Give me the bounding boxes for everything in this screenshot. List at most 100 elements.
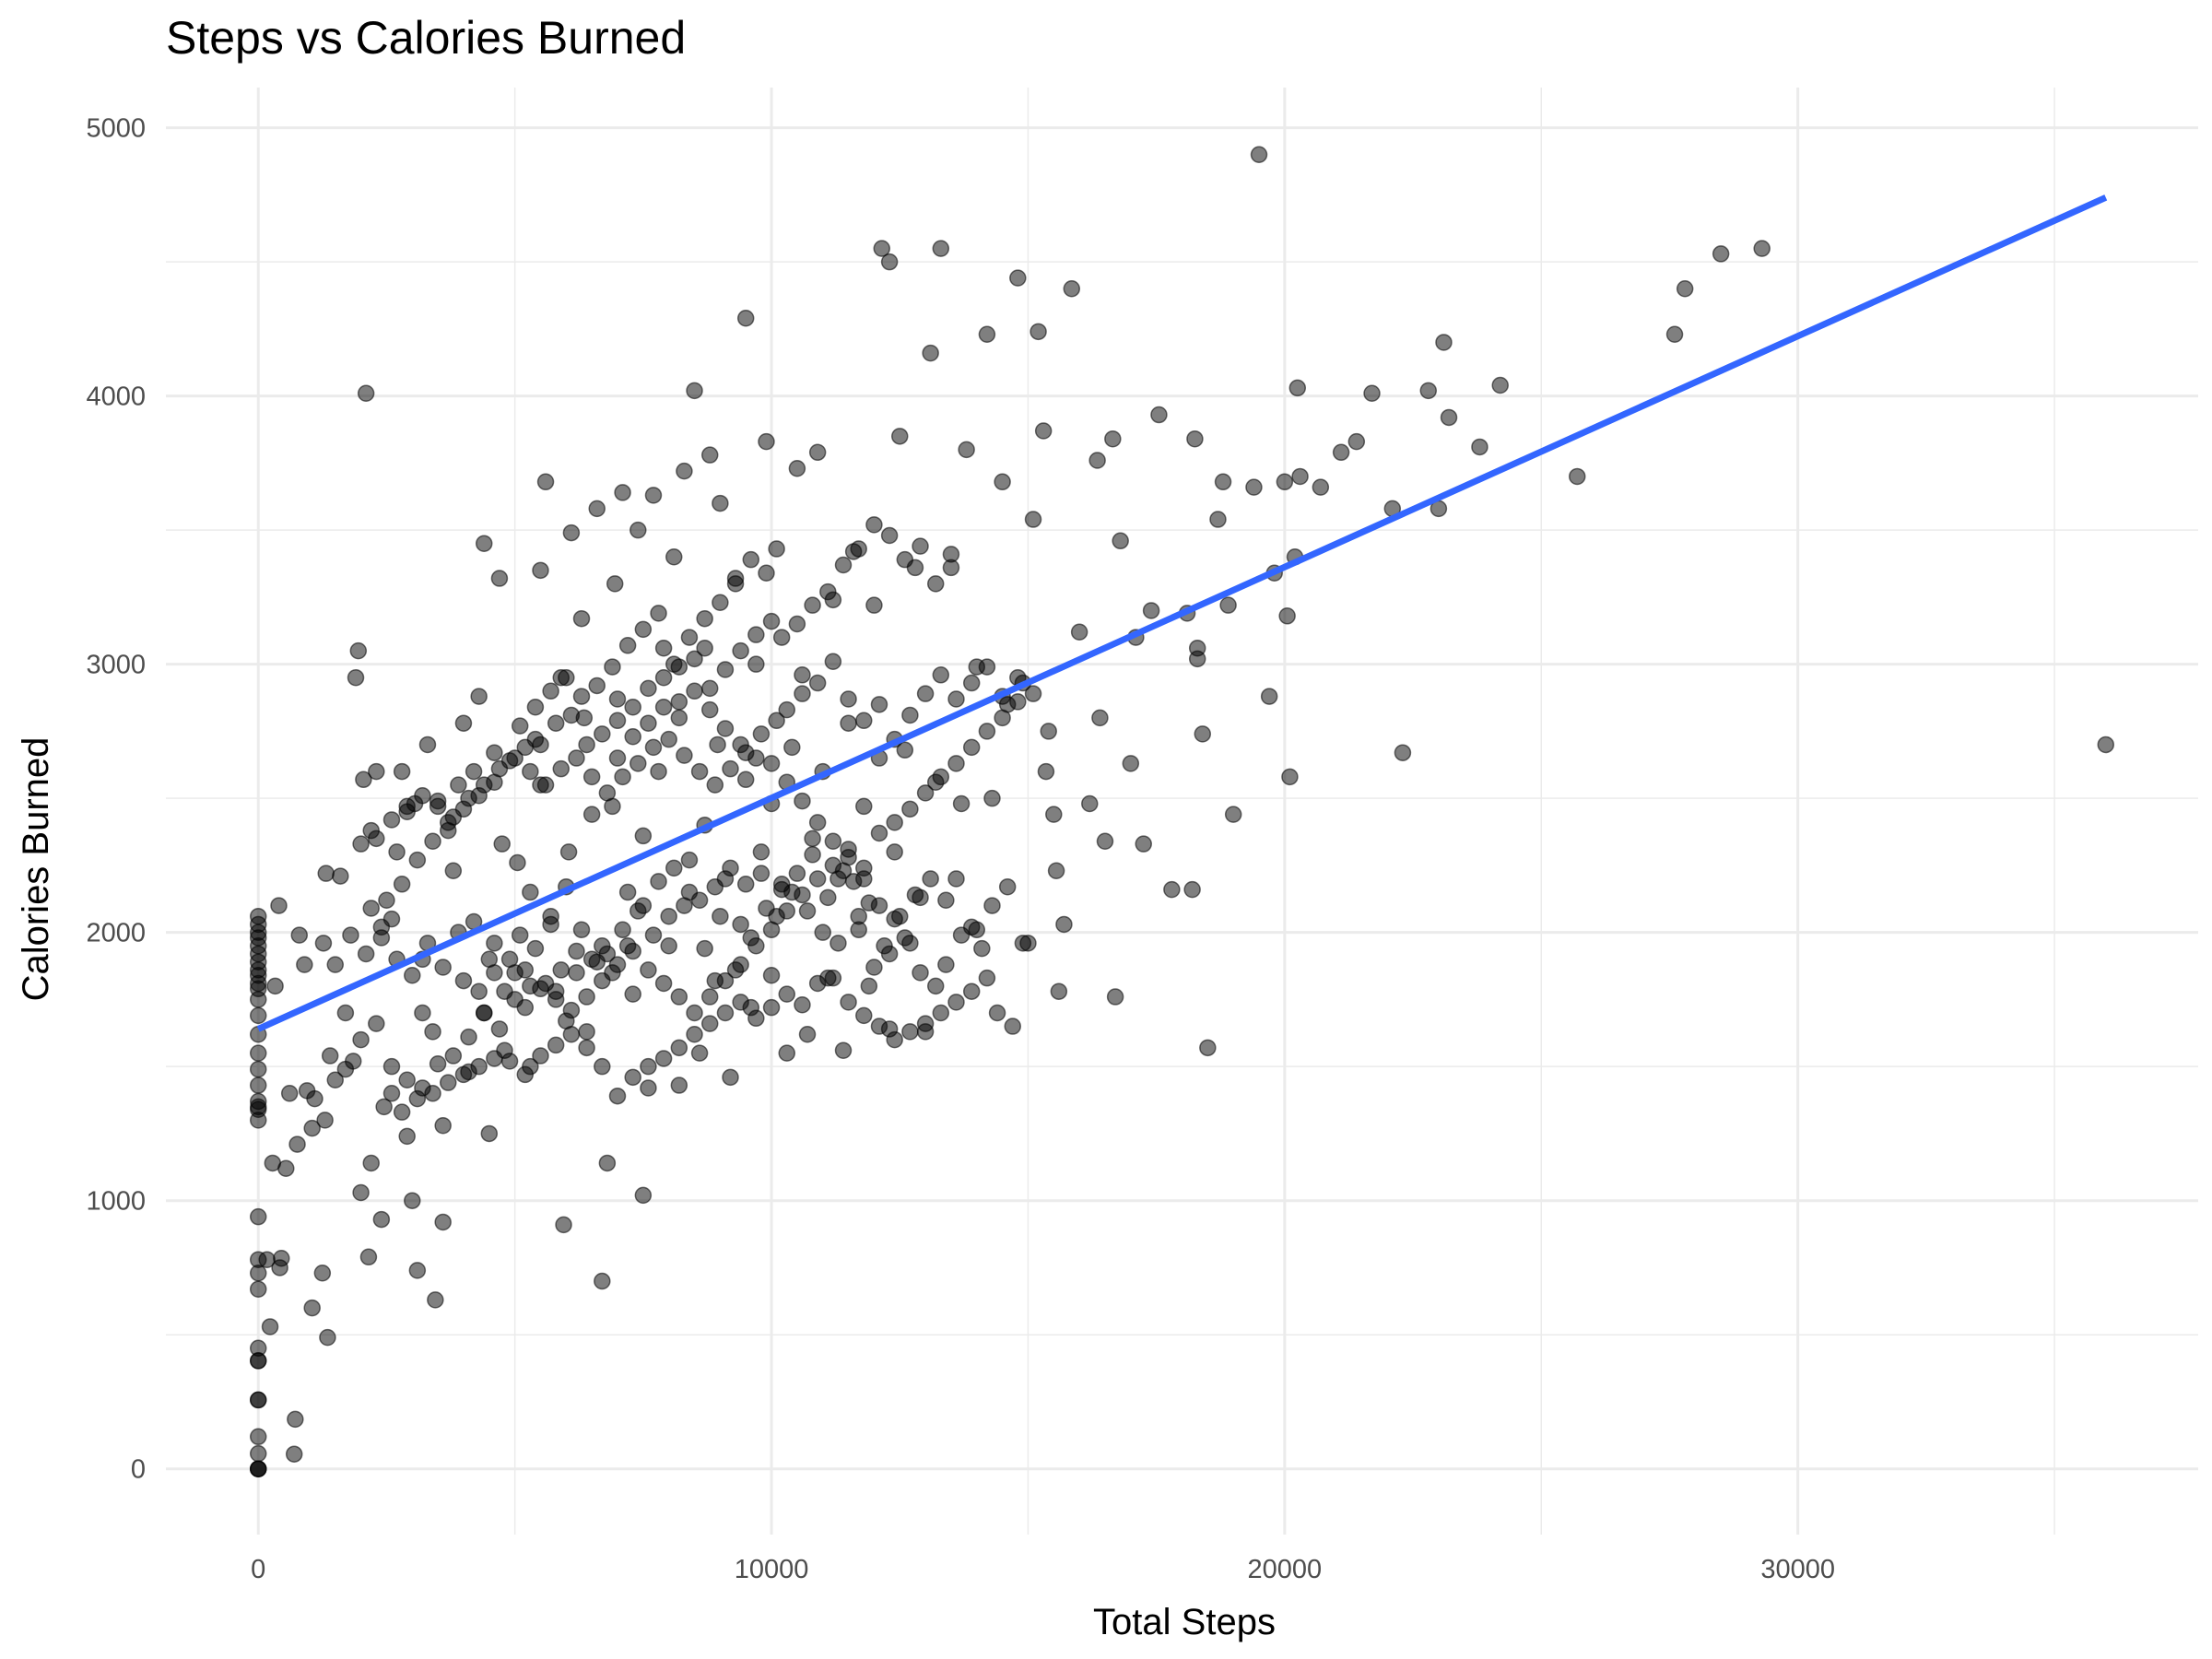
data-point bbox=[650, 605, 667, 622]
data-point bbox=[378, 891, 395, 910]
data-point bbox=[465, 762, 483, 781]
data-point bbox=[375, 1098, 393, 1116]
data-point bbox=[1135, 835, 1152, 853]
data-point bbox=[526, 698, 545, 716]
data-point bbox=[562, 706, 581, 724]
data-point bbox=[618, 883, 637, 901]
data-point bbox=[886, 1030, 903, 1049]
data-point bbox=[808, 870, 827, 888]
data-point bbox=[840, 690, 857, 708]
data-point bbox=[865, 596, 883, 614]
data-point bbox=[572, 609, 591, 628]
data-point bbox=[1081, 794, 1099, 813]
data-point bbox=[470, 982, 488, 1000]
data-point bbox=[654, 698, 673, 716]
data-point bbox=[355, 771, 372, 789]
x-axis-title: Total Steps bbox=[1093, 1602, 1276, 1642]
data-point bbox=[778, 902, 795, 920]
data-point bbox=[942, 559, 960, 577]
data-point bbox=[522, 883, 539, 901]
data-point bbox=[404, 1192, 421, 1209]
data-point bbox=[808, 674, 827, 692]
data-point bbox=[834, 556, 853, 574]
data-point bbox=[922, 870, 939, 888]
data-point bbox=[1245, 478, 1263, 496]
data-point bbox=[624, 1068, 641, 1087]
data-point bbox=[314, 935, 333, 952]
data-point bbox=[840, 714, 857, 732]
data-point bbox=[732, 641, 749, 660]
data-point bbox=[336, 1060, 355, 1078]
data-point bbox=[994, 709, 1011, 727]
data-point bbox=[568, 964, 585, 982]
data-point bbox=[752, 725, 771, 743]
data-point bbox=[424, 832, 441, 850]
data-point bbox=[804, 596, 821, 614]
data-point bbox=[1142, 602, 1160, 619]
data-point bbox=[983, 897, 1001, 914]
data-point bbox=[712, 907, 729, 925]
data-point bbox=[1312, 478, 1330, 496]
data-point bbox=[382, 1085, 401, 1102]
data-point bbox=[382, 910, 401, 928]
data-point bbox=[598, 784, 617, 802]
data-point bbox=[454, 1065, 473, 1084]
data-point bbox=[368, 1015, 385, 1032]
data-point bbox=[814, 924, 831, 941]
data-point bbox=[582, 806, 601, 823]
data-point bbox=[608, 690, 627, 708]
data-point bbox=[830, 935, 847, 952]
data-point bbox=[912, 964, 929, 982]
data-point bbox=[1676, 280, 1694, 298]
data-point bbox=[978, 658, 996, 676]
data-point bbox=[249, 1460, 267, 1477]
data-point bbox=[855, 712, 873, 730]
data-point bbox=[558, 668, 575, 687]
data-point bbox=[762, 921, 781, 939]
data-point bbox=[578, 988, 595, 1006]
data-point bbox=[614, 921, 631, 939]
data-point bbox=[357, 945, 375, 963]
data-point bbox=[700, 679, 719, 698]
data-point bbox=[855, 1006, 873, 1025]
data-point bbox=[562, 1001, 581, 1019]
data-point bbox=[372, 1210, 391, 1229]
data-point bbox=[532, 561, 549, 580]
data-point bbox=[454, 971, 473, 990]
data-point bbox=[629, 521, 647, 539]
data-point bbox=[362, 900, 380, 917]
data-point bbox=[640, 961, 657, 979]
data-point bbox=[788, 615, 806, 633]
data-point bbox=[640, 1057, 657, 1076]
data-point bbox=[916, 784, 935, 802]
data-point bbox=[968, 921, 986, 939]
data-point bbox=[393, 1103, 411, 1121]
data-point bbox=[886, 843, 903, 861]
data-point bbox=[680, 629, 699, 646]
data-point bbox=[404, 966, 421, 984]
data-point bbox=[547, 1036, 565, 1054]
data-point bbox=[850, 907, 867, 925]
data-point bbox=[998, 877, 1017, 896]
data-point bbox=[398, 1127, 416, 1146]
data-point bbox=[722, 759, 739, 778]
data-point bbox=[870, 897, 888, 914]
data-point bbox=[321, 1047, 339, 1065]
data-point bbox=[850, 540, 867, 558]
data-point bbox=[947, 994, 965, 1011]
data-point bbox=[962, 982, 981, 1000]
data-point bbox=[686, 682, 703, 700]
data-point bbox=[532, 1047, 549, 1065]
data-point bbox=[559, 843, 578, 861]
data-point bbox=[470, 688, 488, 705]
data-points bbox=[249, 146, 2115, 1477]
data-point bbox=[880, 526, 899, 545]
data-point bbox=[736, 771, 755, 789]
data-point bbox=[947, 870, 965, 888]
data-point bbox=[429, 797, 447, 816]
data-point bbox=[1260, 688, 1278, 705]
data-point bbox=[1276, 473, 1294, 491]
data-point bbox=[834, 1041, 853, 1059]
y-axis-tick-labels: 0 1000 2000 3000 4000 5000 bbox=[86, 114, 146, 1485]
